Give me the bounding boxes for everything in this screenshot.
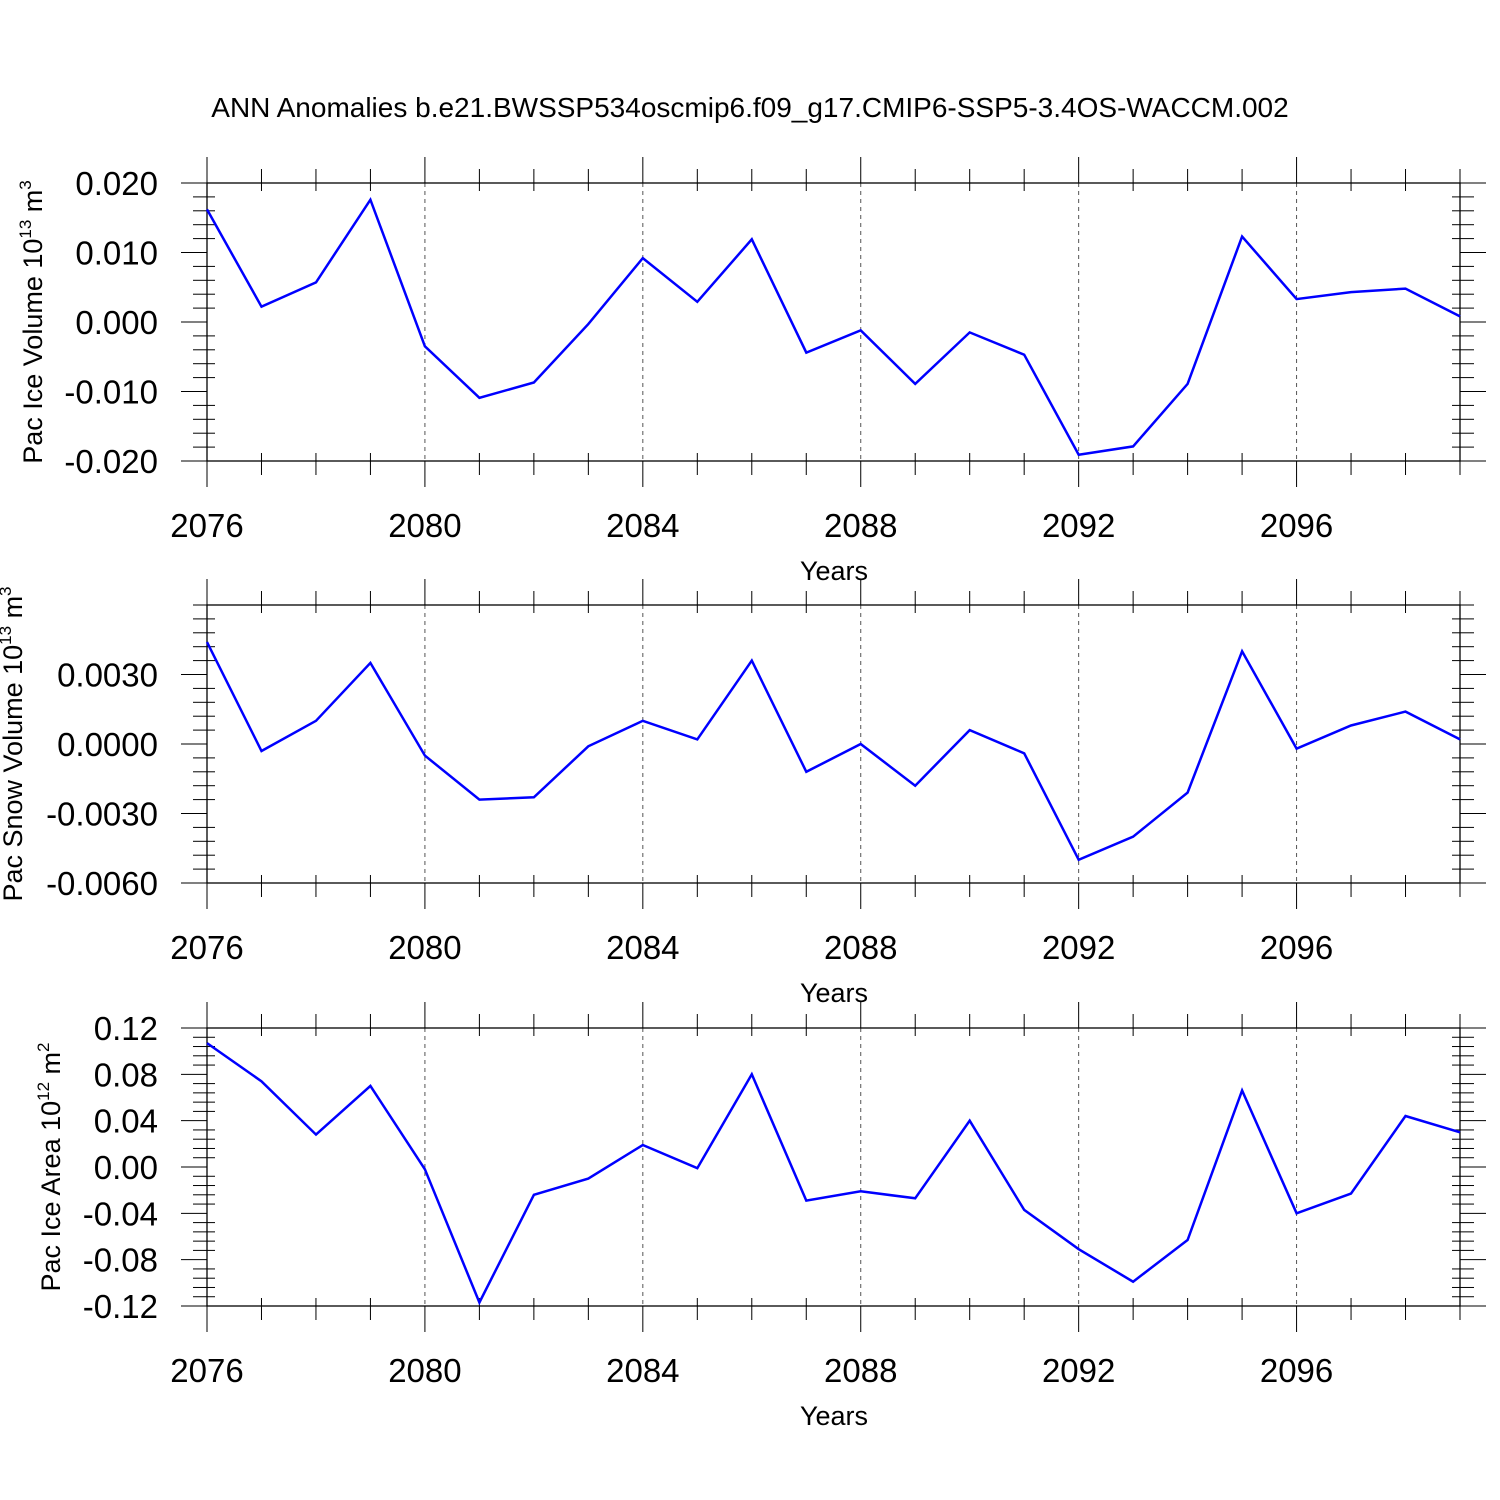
series-line-ice-area xyxy=(206,1042,1461,1306)
y-tick-label: 0.010 xyxy=(75,235,158,272)
x-tick-label: 2088 xyxy=(824,507,897,544)
x-tick-label: 2088 xyxy=(824,929,897,966)
x-axis-label: Years xyxy=(800,1401,868,1431)
y-axis-label-text: Pac Ice Volume 10 xyxy=(18,239,48,464)
y-tick-label: -0.12 xyxy=(83,1288,158,1325)
y-axis-label-unit-exponent: 3 xyxy=(16,180,35,189)
y-axis-label-exponent: 12 xyxy=(34,1082,53,1101)
y-axis-label-text: Pac Ice Area 10 xyxy=(36,1101,66,1292)
y-axis-label-text: Pac Snow Volume 10 xyxy=(0,645,28,902)
y-axis-label: Pac Snow Volume 1013 m3 xyxy=(0,586,28,901)
panel-ice-area: 2076 2080 2084 2088 2092 2096 Years 0.12 0.08 0.0… xyxy=(34,1002,1486,1431)
y-tick-label: -0.0030 xyxy=(46,796,158,833)
y-tick-label: -0.08 xyxy=(83,1242,158,1279)
y-tick-label: -0.020 xyxy=(64,443,158,480)
x-tick-label: 2084 xyxy=(606,929,679,966)
x-tick-label: 2096 xyxy=(1260,929,1333,966)
plot-frame xyxy=(206,182,1461,462)
y-tick-label: 0.00 xyxy=(94,1149,158,1186)
x-tick-label: 2096 xyxy=(1260,1352,1333,1389)
y-axis-label: Pac Ice Volume 1013 m3 xyxy=(16,180,48,464)
y-tick-label: -0.04 xyxy=(83,1195,158,1232)
plot-frame xyxy=(206,1027,1461,1307)
x-tick-label: 2084 xyxy=(606,507,679,544)
x-tick-label: 2092 xyxy=(1042,507,1115,544)
x-tick-label: 2080 xyxy=(388,929,461,966)
y-axis-label: Pac Ice Area 1012 m2 xyxy=(34,1042,66,1291)
x-tick-label: 2084 xyxy=(606,1352,679,1389)
x-tick-label: 2092 xyxy=(1042,1352,1115,1389)
y-axis-label-unit-exponent: 3 xyxy=(0,586,15,595)
y-tick-label: -0.010 xyxy=(64,374,158,411)
x-axis-label: Years xyxy=(800,556,868,586)
y-axis-label-unit: m xyxy=(36,1052,66,1082)
x-tick-label: 2096 xyxy=(1260,507,1333,544)
panel-snow-volume: 2076 2080 2084 2088 2092 2096 Years 0.0030 0.000… xyxy=(0,579,1486,1008)
y-tick-label: 0.000 xyxy=(75,304,158,341)
y-tick-label: -0.0060 xyxy=(46,865,158,902)
x-tick-label: 2080 xyxy=(388,1352,461,1389)
y-tick-label: 0.12 xyxy=(94,1010,158,1047)
x-tick-label: 2080 xyxy=(388,507,461,544)
panel-ice-volume: 2076 2080 2084 2088 2092 2096 Years 0.020 0.010 0… xyxy=(16,157,1486,586)
y-tick-label: 0.0000 xyxy=(57,726,158,763)
x-tick-label: 2076 xyxy=(170,507,243,544)
x-tick-label: 2092 xyxy=(1042,929,1115,966)
x-tick-label: 2076 xyxy=(170,929,243,966)
y-axis-label-unit-exponent: 2 xyxy=(34,1042,53,1051)
y-tick-label: 0.04 xyxy=(94,1103,158,1140)
y-axis-label-exponent: 13 xyxy=(0,626,15,645)
series-line-ice-volume xyxy=(205,196,1461,457)
y-tick-label: 0.020 xyxy=(75,165,158,202)
series-line-snow-volume xyxy=(205,641,1461,862)
plot-frame xyxy=(206,604,1461,884)
y-tick-label: 0.0030 xyxy=(57,657,158,694)
y-tick-label: 0.08 xyxy=(94,1056,158,1093)
x-tick-label: 2088 xyxy=(824,1352,897,1389)
y-axis-label-exponent: 13 xyxy=(16,220,35,239)
chart-title: ANN Anomalies b.e21.BWSSP534oscmip6.f09_… xyxy=(211,92,1289,123)
x-tick-label: 2076 xyxy=(170,1352,243,1389)
y-axis-label-unit: m xyxy=(18,190,48,220)
y-axis-label-unit: m xyxy=(0,596,28,626)
x-axis-label: Years xyxy=(800,978,868,1008)
